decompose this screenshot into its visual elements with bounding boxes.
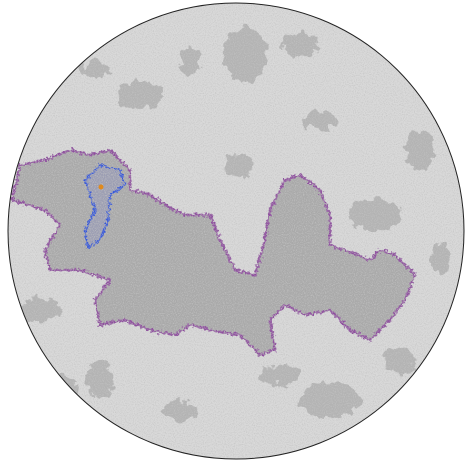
- disk-border: [7, 2, 465, 460]
- origin-site: [98, 184, 104, 190]
